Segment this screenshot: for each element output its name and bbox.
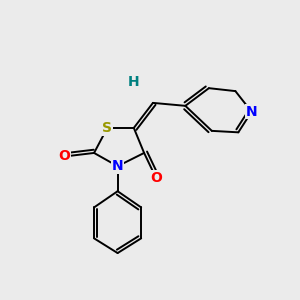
Text: H: H xyxy=(128,75,140,89)
Text: N: N xyxy=(246,105,257,119)
Text: O: O xyxy=(150,171,162,185)
Text: O: O xyxy=(59,149,70,164)
Text: N: N xyxy=(112,159,123,173)
Text: S: S xyxy=(102,121,112,135)
